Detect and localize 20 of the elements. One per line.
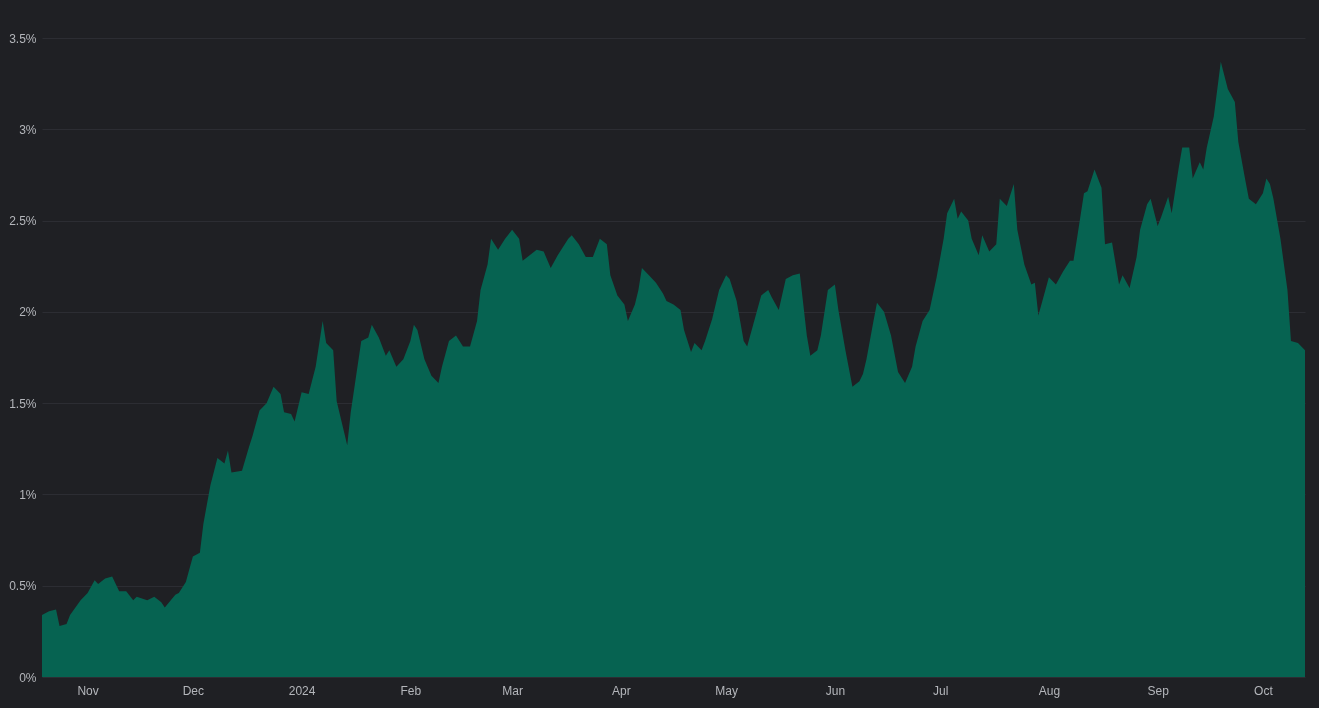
- x-tick-label: Mar: [502, 683, 523, 698]
- x-tick-label: Jun: [825, 683, 846, 698]
- y-tick-label: 3%: [19, 122, 37, 137]
- x-tick-label: Oct: [1254, 683, 1274, 698]
- y-tick-label: 0.5%: [9, 579, 37, 594]
- y-tick-label: 1%: [19, 487, 37, 502]
- x-tick-label: Nov: [77, 683, 99, 698]
- x-tick-label: Feb: [400, 683, 422, 698]
- x-tick-label: Jul: [932, 683, 949, 698]
- x-tick-label: Dec: [182, 683, 205, 698]
- x-tick-label: Sep: [1147, 683, 1170, 698]
- x-tick-label: Aug: [1038, 683, 1061, 698]
- y-tick-label: 3.5%: [9, 31, 37, 46]
- x-tick-label: Apr: [612, 683, 631, 698]
- x-tick-label: May: [715, 683, 738, 698]
- y-tick-label: 2.5%: [9, 214, 37, 229]
- y-tick-label: 0%: [19, 670, 37, 685]
- y-tick-label: 2%: [19, 305, 37, 320]
- y-tick-label: 1.5%: [9, 396, 37, 411]
- x-tick-label: 2024: [288, 683, 316, 698]
